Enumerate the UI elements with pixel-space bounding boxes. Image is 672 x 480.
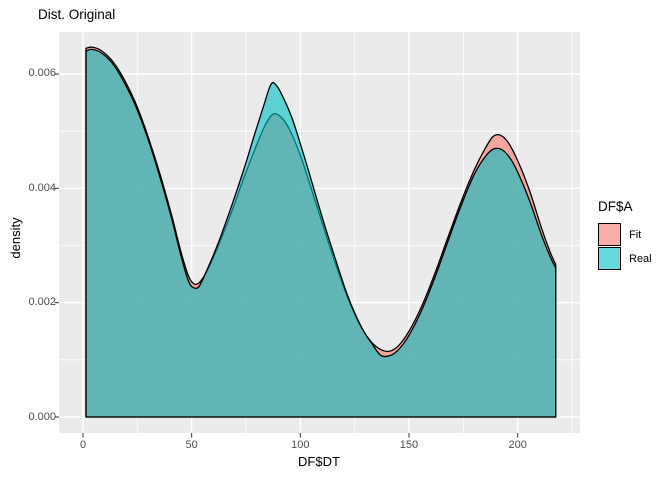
legend-item-fit: Fit (598, 223, 652, 246)
legend-key-swatch-fit (598, 223, 621, 246)
x-axis-title: DF$DT (298, 454, 340, 469)
legend-items: Fit Real (598, 223, 652, 270)
x-tick-label: 150 (399, 439, 419, 451)
density-areas (85, 46, 557, 418)
x-tick-label: 50 (185, 439, 198, 451)
axis-tick-marks (54, 73, 519, 438)
y-tick-label: 0.006 (28, 67, 56, 80)
legend-title: DF$A (598, 199, 633, 214)
x-tick-label: 200 (508, 439, 527, 451)
y-tick-label: 0.004 (28, 181, 56, 194)
y-axis-title: density (8, 217, 23, 259)
legend-item-label: Fit (629, 228, 642, 241)
legend: DF$A Fit Real (598, 199, 652, 271)
legend-key-swatch-real (598, 247, 621, 270)
plot-title: Dist. Original (38, 7, 116, 22)
real-density-area (85, 48, 557, 418)
legend-item-real: Real (598, 247, 652, 270)
x-tick-label: 0 (79, 439, 87, 451)
x-tick-label: 100 (291, 439, 310, 451)
y-tick-label: 0.002 (28, 296, 56, 309)
legend-item-label: Real (629, 252, 652, 265)
y-tick-label: 0.000 (28, 410, 56, 423)
